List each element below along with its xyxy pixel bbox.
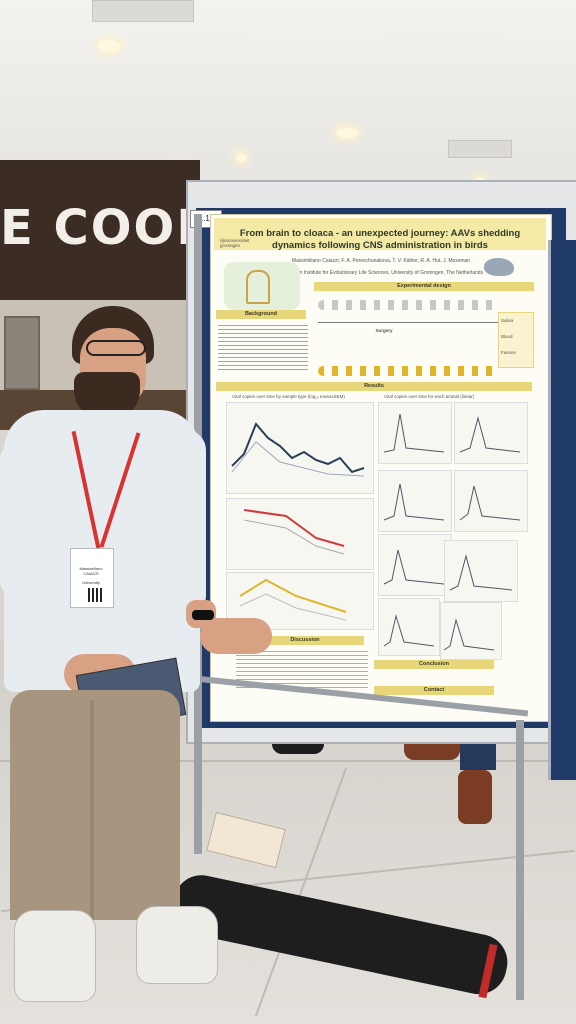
legend-saliva: Saliva [501,318,514,323]
section-background: Background [216,310,306,319]
ceiling-light [336,128,358,138]
sneaker-right [136,906,218,984]
pants-seam [90,700,94,920]
sampling-timeline-bottom [318,366,498,376]
line-chart-yellow [239,578,347,621]
badge-org: University [82,580,100,585]
animal-chart [378,402,452,464]
coffee-machine [4,316,40,390]
section-conclusion: Conclusion [374,660,494,669]
legend-blood: Blood [501,334,513,339]
floor-seam [0,760,576,762]
qr-code-icon [88,588,102,602]
ceiling-light [236,154,246,162]
chart-title-left: Viral copies over time by sample type (l… [232,394,345,399]
section-results: Results [216,382,532,391]
sampling-timeline-top [318,300,498,310]
watch-icon [192,610,214,620]
animal-chart [440,602,502,660]
poster-affiliation: Groningen Institute for Evolutionary Lif… [278,270,484,276]
presenter-hand [200,618,272,654]
cafe-storefront [0,160,200,310]
timeline-axis [318,322,498,323]
animal-chart-peaks [383,413,521,651]
bird-illustration-icon [484,258,514,276]
badge-name: Massimiliano CAIAZZI [79,566,103,576]
visitor-legs [460,740,496,770]
section-discussion: Discussion [246,636,364,645]
animal-chart [454,470,528,532]
ceiling-vent [92,0,194,22]
section-experimental-design: Experimental design [314,282,534,291]
animal-chart [378,470,452,532]
line-chart-dark [231,422,365,477]
cafe-sign: E COOK [0,200,216,256]
neighbor-board [548,240,576,780]
chart-title-right: Viral copies over time for each animal (… [384,394,475,399]
presenter-arm [160,430,206,616]
presenter-arm [0,440,40,600]
ceiling-light [98,40,120,52]
line-chart-red [243,509,345,555]
poster-title: From brain to cloaca - an unexpected jou… [239,228,521,251]
surgery-label: Surgery [375,328,393,333]
animal-chart [444,540,518,602]
legend-box [498,312,534,368]
legend-faeces: Faeces [501,350,516,355]
visitor-shoe [458,770,492,824]
poster-authors: Massimiliano Caiazzi, F. A. Pereschunako… [291,258,471,264]
animal-chart [378,598,440,656]
sneaker-left [14,910,96,1002]
presenter-pants [10,690,180,920]
poster-header-band [214,218,546,250]
university-logo-text: rijksuniversiteit groningen [220,238,250,248]
animal-chart [454,402,528,464]
section-contact: Contact [374,686,494,695]
glasses-icon [86,340,146,356]
animal-chart [378,534,452,596]
ceiling-vent [448,140,512,158]
cage-icon [246,270,270,304]
stand-pole [516,720,524,1000]
background-text [218,322,308,372]
